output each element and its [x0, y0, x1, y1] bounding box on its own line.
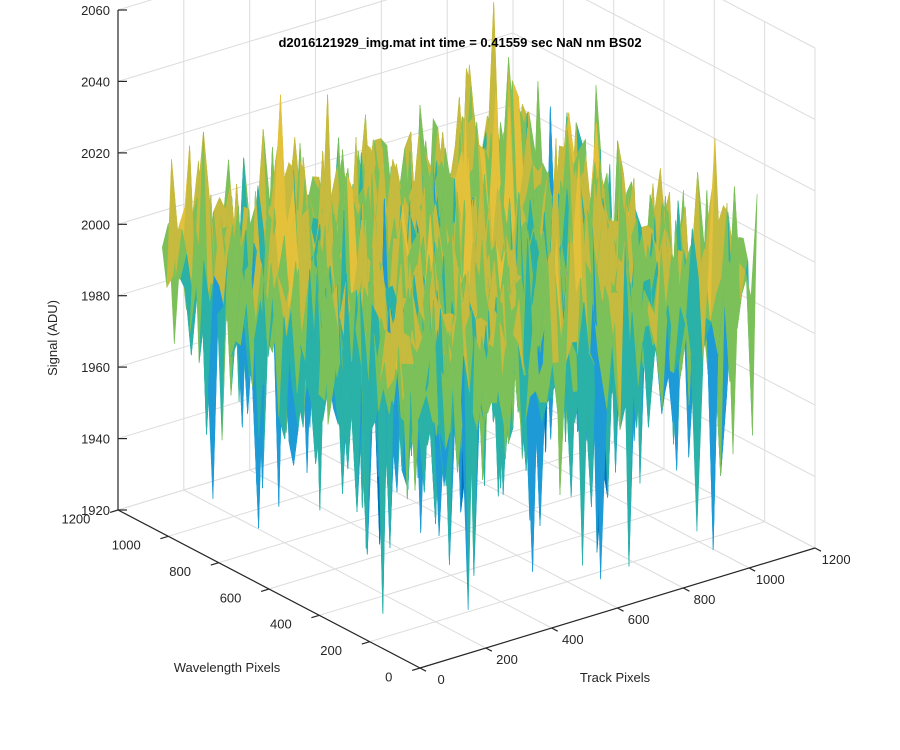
grid-line [512, 32, 816, 192]
z-tick-label: 1960 [81, 360, 110, 375]
surface-cell [746, 194, 758, 436]
x-axis-label: Track Pixels [580, 670, 651, 685]
grid-line [512, 103, 816, 263]
x-tick [419, 667, 427, 672]
z-tick-label: 2000 [81, 217, 110, 232]
x-tick-label: 1200 [822, 552, 851, 567]
grid-line [117, 0, 388, 82]
axes [109, 9, 822, 672]
y-tick [109, 509, 119, 513]
surface-mesh [161, 2, 758, 614]
y-tick [311, 614, 320, 619]
x-tick-label: 1000 [756, 572, 785, 587]
grid-line [585, 0, 816, 120]
y-tick-label: 1200 [61, 511, 90, 526]
x-tick [485, 647, 493, 652]
z-tick-label: 2040 [81, 74, 110, 89]
grid-line [722, 0, 816, 49]
y-tick [361, 641, 370, 645]
y-tick-label: 0 [385, 669, 392, 684]
z-tick-label: 2060 [81, 3, 110, 18]
x-tick [551, 627, 558, 632]
z-tick-label: 2020 [81, 146, 110, 161]
grid-line [218, 442, 614, 564]
y-tick-label: 1000 [112, 538, 141, 553]
z-tick-label: 1980 [81, 289, 110, 304]
x-tick [814, 547, 822, 552]
y-axis-label: Wavelength Pixels [174, 660, 281, 675]
chart-title: d2016121929_img.mat int time = 0.41559 s… [278, 35, 641, 50]
y-tick-label: 400 [270, 617, 292, 632]
x-tick [683, 587, 690, 592]
x-tick-label: 400 [562, 632, 584, 647]
y-tick [260, 588, 270, 592]
surface-cell [415, 352, 427, 410]
grid-line [117, 103, 514, 225]
x-tick [617, 607, 624, 612]
y-tick-label: 200 [320, 643, 342, 658]
y-tick-label: 600 [220, 590, 242, 605]
z-tick-label: 1920 [81, 503, 110, 518]
tick-labels: 0 200 400 600 800 1000 1200 0 200 400 600 800 1000 12… [61, 3, 850, 687]
surface-cell [706, 320, 719, 550]
z-tick-label: 1940 [81, 432, 110, 447]
y-tick [160, 535, 169, 540]
y-tick [210, 562, 219, 566]
y-tick [411, 667, 421, 671]
x-tick-label: 200 [496, 652, 518, 667]
x-tick-label: 600 [628, 612, 650, 627]
grid-line [319, 494, 715, 616]
grid-line [117, 32, 514, 154]
z-axis-label: Signal (ADU) [45, 300, 60, 376]
x-tick-label: 0 [437, 672, 444, 687]
y-tick-label: 800 [169, 564, 191, 579]
x-tick-label: 800 [694, 592, 716, 607]
x-tick [748, 567, 756, 572]
grid-line [369, 521, 765, 643]
